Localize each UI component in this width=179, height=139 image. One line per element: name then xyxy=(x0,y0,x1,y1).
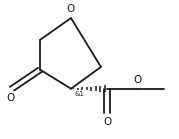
Text: O: O xyxy=(103,117,111,127)
Text: O: O xyxy=(67,4,75,14)
Text: &1: &1 xyxy=(74,91,84,97)
Text: O: O xyxy=(6,93,14,103)
Text: O: O xyxy=(134,75,142,85)
